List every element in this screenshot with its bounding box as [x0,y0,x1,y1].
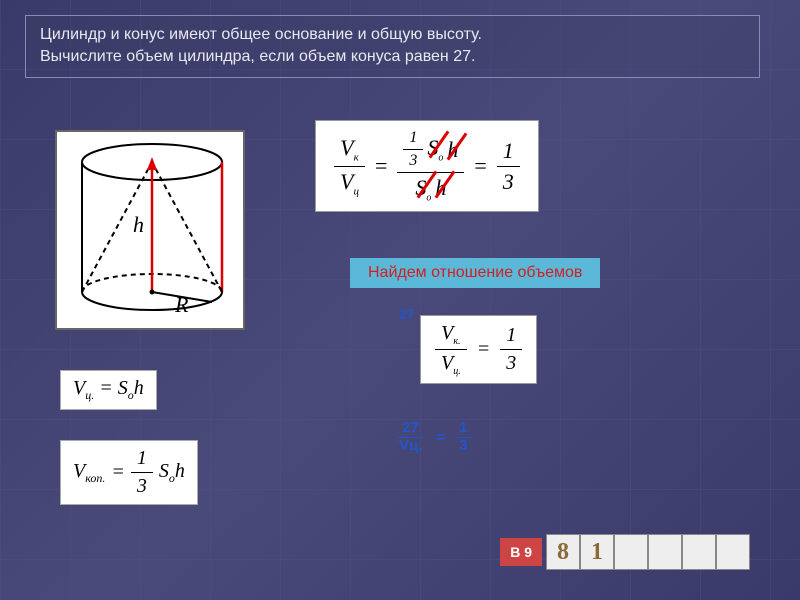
answer-cell[interactable]: 8 [546,534,580,570]
title-line-1: Цилиндр и конус имеют общее основание и … [40,24,745,46]
answer-cell[interactable] [648,534,682,570]
cone-volume-formula: Vкоп. = 13 Sоh [60,440,198,505]
cylinder-volume-formula: Vц. = Sоh [60,370,157,410]
ratio-label: Найдем отношение объемов [350,258,600,288]
answer-row: В 9 8 1 [500,534,750,570]
geometry-diagram: h R [55,130,245,330]
answer-prefix: В 9 [500,538,542,566]
annotation-27: 27 [399,306,415,322]
title-line-2: Вычислите объем цилиндра, если объем кон… [40,46,745,68]
r-label: R [174,292,189,317]
answer-cell[interactable]: 1 [580,534,614,570]
problem-title: Цилиндр и конус имеют общее основание и … [25,15,760,78]
h-label: h [133,212,144,237]
answer-cell[interactable] [682,534,716,570]
equation-line: 27Vц. = 13 [395,420,472,454]
cylinder-cone-svg: h R [57,132,247,332]
main-ratio-formula: Vк Vц = 13 Sо h Sо h = 1 3 [315,120,539,212]
sub-ratio-formula: Vк. Vц. = 1 3 [420,315,537,384]
answer-cell[interactable] [716,534,750,570]
answer-cell[interactable] [614,534,648,570]
